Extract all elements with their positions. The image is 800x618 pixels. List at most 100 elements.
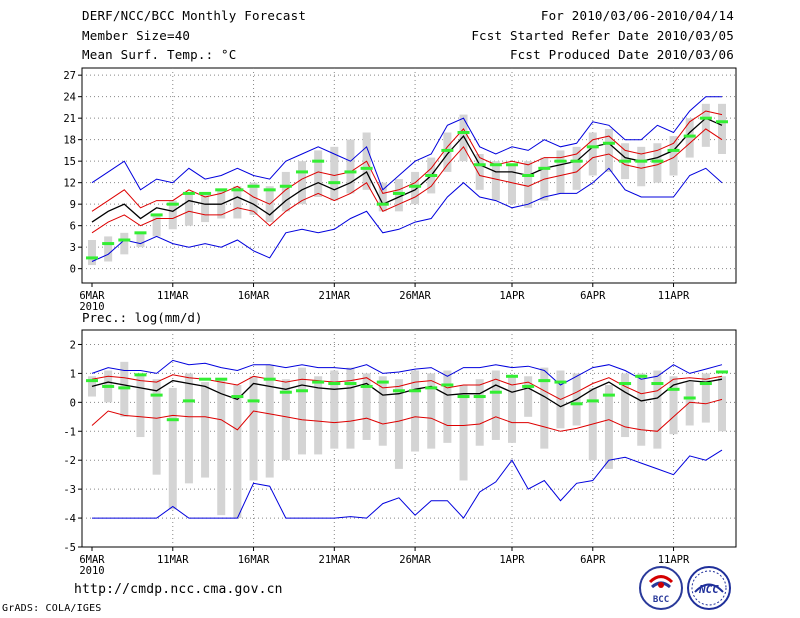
precip-ytick-label: 0 (70, 397, 76, 409)
precip-member-mark (554, 380, 567, 384)
temp-spread-bar (249, 182, 258, 215)
precip-member-mark (86, 379, 98, 383)
temp-member-mark (489, 163, 502, 167)
temp-spread-bar (104, 236, 113, 262)
temp-member-mark (716, 120, 728, 124)
precip-spread-bar (88, 376, 96, 397)
precip-spread-bar (475, 379, 484, 446)
precip-member-mark (392, 389, 405, 393)
precip-member-mark (683, 396, 696, 400)
precip-xtick-label: 1APR (499, 554, 525, 566)
precip-line-lower (91, 398, 723, 432)
precip-spread-bar (669, 376, 678, 435)
precip-spread-bar (217, 379, 226, 516)
precip-member-mark (506, 374, 518, 378)
precip-ytick-label: -5 (63, 542, 76, 554)
temp-spread-bar (88, 240, 96, 266)
precip-member-mark (182, 399, 195, 403)
precip-spread-bar (281, 379, 290, 461)
precip-member-mark (473, 395, 486, 399)
precip-spread-bar (168, 387, 177, 510)
temp-line-lower (91, 128, 723, 234)
precip-spread-bar (540, 367, 549, 449)
temp-member-mark (376, 202, 389, 206)
temp-ytick-label: 0 (70, 264, 76, 276)
precip-xtick-label: 16MAR (238, 554, 270, 566)
temp-member-mark (635, 159, 648, 163)
precip-member-mark (215, 377, 228, 381)
temp-member-mark (392, 191, 405, 195)
temp-spread-bar (443, 132, 452, 172)
precip-xtick-year: 2010 (79, 565, 104, 577)
temp-ytick-label: 15 (63, 156, 76, 168)
precip-xtick-label: 6MAR (79, 554, 105, 566)
precip-member-mark (425, 386, 438, 390)
precip-member-mark (699, 382, 712, 386)
temp-spread-bar (136, 232, 145, 248)
precip-spread-bar (427, 373, 436, 449)
precip-xtick-label: 21MAR (319, 554, 351, 566)
temp-member-mark (554, 159, 567, 163)
temp-member-mark (651, 159, 664, 163)
precip-ytick-label: -3 (63, 484, 76, 496)
precip-ytick-label: 2 (70, 339, 76, 351)
temp-spread-bar (572, 146, 581, 190)
precip-member-mark (667, 387, 680, 391)
precip-member-mark (570, 402, 583, 406)
temp-spread-bar (298, 161, 306, 205)
precip-spread-bar (653, 370, 662, 449)
precip-spread-bar (265, 364, 274, 478)
temp-member-mark (296, 170, 308, 174)
precip-member-mark (586, 399, 599, 403)
precip-member-mark (150, 393, 163, 397)
temp-member-mark (231, 188, 244, 192)
temp-xtick-label: 1APR (499, 290, 525, 302)
temp-xtick-label: 11APR (658, 290, 690, 302)
temp-spread-bar (378, 182, 387, 212)
precip-ytick-label: -1 (63, 426, 76, 438)
precip-spread-bar (604, 384, 613, 469)
precip-member-mark (441, 383, 454, 387)
temp-spread-bar (233, 186, 242, 219)
temp-member-mark (522, 174, 535, 177)
precip-member-mark (296, 389, 308, 393)
temp-xtick-label: 6MAR (79, 290, 105, 302)
precip-spread-bar (233, 384, 242, 519)
precip-spread-bar (621, 373, 630, 438)
precip-member-mark (118, 386, 131, 390)
temp-spread-bar (346, 139, 355, 194)
temp-xtick-label: 11MAR (157, 290, 189, 302)
precip-spread-bar (136, 373, 145, 438)
member-size-label: Member Size=40 (82, 28, 191, 43)
source-url[interactable]: http://cmdp.ncc.cma.gov.cn (74, 582, 283, 597)
temp-spread-bar (701, 103, 710, 147)
temp-xtick-label: 26MAR (399, 290, 431, 302)
temp-member-mark (619, 159, 632, 163)
precip-member-mark (263, 377, 276, 381)
temp-ytick-label: 18 (63, 135, 76, 147)
temp-member-mark (199, 191, 212, 195)
precip-member-mark (328, 382, 341, 386)
temp-spread-bar (152, 214, 161, 237)
forecast-period: For 2010/03/06-2010/04/14 (540, 8, 734, 23)
precip-member-mark (635, 374, 648, 378)
precip-spread-bar (201, 382, 210, 478)
temp-member-mark (425, 174, 438, 177)
temp-spread-bar (411, 171, 420, 205)
temp-member-mark (86, 256, 98, 260)
temp-member-mark (118, 238, 131, 242)
precip-spread-bar (378, 376, 387, 446)
temp-spread-bar (653, 143, 662, 183)
precip-member-mark (651, 382, 664, 386)
precip-spread-bar (637, 373, 646, 446)
chart-title: DERF/NCC/BCC Monthly Forecast (82, 8, 307, 23)
temp-ytick-label: 3 (70, 242, 76, 254)
temp-spread-bar (524, 161, 533, 208)
temp-spread-bar (184, 193, 193, 226)
grads-credit: GrADS: COLA/IGES (2, 603, 102, 614)
precip-member-mark (134, 373, 147, 377)
precip-xtick-label: 11APR (658, 554, 690, 566)
temp-spread-bar (314, 150, 323, 197)
temp-spread-bar (669, 136, 678, 176)
